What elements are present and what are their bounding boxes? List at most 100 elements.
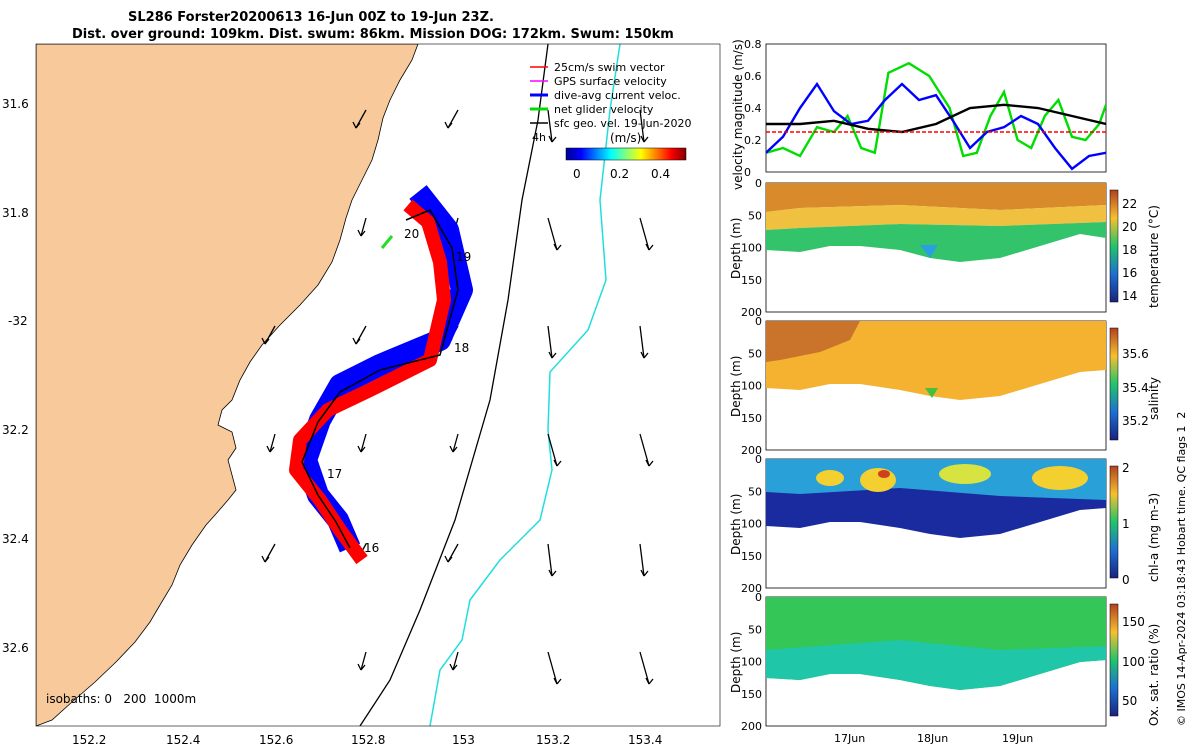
- velocity-arrow: [547, 433, 558, 467]
- date-tick: 17Jun: [834, 732, 865, 745]
- y-tick: 32.4: [2, 532, 29, 546]
- colorbar-tick: 0: [573, 167, 581, 181]
- chla-panel: [765, 458, 1107, 589]
- chla-bloom: [939, 464, 991, 484]
- x-tick: 152.8: [351, 733, 385, 747]
- velocity-arrowhead: [645, 243, 654, 251]
- colorbar-tick: 14: [1122, 289, 1137, 303]
- y-tick: 32.2: [2, 423, 29, 437]
- day-label: 17: [327, 467, 342, 481]
- colorbar-tick: 1: [1122, 517, 1130, 531]
- depth-axis-label: Depth (m): [729, 494, 743, 555]
- map-legend: 25cm/s swim vector GPS surface velocity …: [530, 61, 691, 181]
- day-label: 16: [364, 541, 379, 555]
- velocity-panel: 0 0.2 0.4 0.6 0.8 velocity magnitude (m/s): [731, 38, 1107, 190]
- temperature-deep-layer: [766, 222, 1106, 262]
- colorbar-tick: 18: [1122, 243, 1137, 257]
- depth-tick: 100: [741, 518, 762, 531]
- depth-tick: 50: [748, 347, 762, 360]
- speed-colorbar: [565, 147, 687, 161]
- depth-tick: 200: [741, 720, 762, 733]
- temperature-colorbar: [1109, 189, 1119, 303]
- legend-entry: net glider velocity: [554, 103, 654, 116]
- salinity-high-patch: [766, 321, 860, 362]
- chla-label: chl-a (mg m-3): [1147, 493, 1161, 582]
- temperature-cold-core: [920, 245, 938, 258]
- depth-tick: 50: [748, 485, 762, 498]
- depth-tick: 150: [741, 412, 762, 425]
- salinity-colorbar: [1109, 327, 1119, 441]
- oxygen-low-layer: [766, 640, 1106, 690]
- salinity-panel: [765, 320, 1107, 451]
- salinity-field: [766, 321, 1106, 400]
- date-tick: 18Jun: [917, 732, 948, 745]
- date-tick: 19Jun: [1002, 732, 1033, 745]
- velocity-arrowhead: [357, 663, 366, 671]
- velocity-series-line: [766, 81, 1106, 171]
- depth-tick: 100: [741, 242, 762, 255]
- velocity-arrowhead: [444, 555, 453, 563]
- velocity-y-tick: 0.2: [744, 134, 762, 147]
- colorbar-tick: 16: [1122, 266, 1137, 280]
- velocity-arrowhead: [449, 445, 458, 453]
- y-tick: 31.6: [2, 97, 29, 111]
- y-tick: 31.8: [2, 206, 29, 220]
- colorbar-tick: 35.6: [1122, 347, 1149, 361]
- depth-tick: 150: [741, 688, 762, 701]
- velocity-arrow: [639, 325, 645, 359]
- velocity-arrow: [360, 433, 367, 453]
- glider-path-black: [301, 209, 459, 549]
- velocity-arrowhead: [548, 351, 557, 359]
- x-tick: 153.2: [536, 733, 570, 747]
- swim-vectors-red: [289, 199, 451, 565]
- chla-peak: [878, 470, 890, 478]
- velocity-arrow: [547, 109, 553, 143]
- velocity-arrowhead: [645, 677, 654, 685]
- velocity-arrowhead: [553, 677, 562, 685]
- velocity-arrow: [639, 217, 650, 251]
- velocity-axes: [765, 43, 1107, 173]
- x-tick: 152.6: [259, 733, 293, 747]
- velocity-arrowhead: [645, 459, 654, 467]
- map-x-axis: 152.2 152.4 152.6 152.8 153 153.2 153.4: [72, 733, 662, 747]
- salinity-label: salinity: [1147, 377, 1161, 420]
- salinity-low-patch: [925, 388, 938, 398]
- map-panel: [36, 44, 654, 726]
- plot-title: SL286 Forster20200613 16-Jun 00Z to 19-J…: [128, 10, 494, 25]
- velocity-arrowhead: [261, 555, 270, 563]
- velocity-arrow: [639, 433, 650, 467]
- depth-axis-label: Depth (m): [729, 632, 743, 693]
- day-label: 19: [456, 250, 471, 264]
- colorbar-tick: 35.4: [1122, 381, 1149, 395]
- legend-entry: dive-avg current veloc.: [554, 89, 681, 102]
- chla-bloom: [816, 470, 844, 486]
- chla-bloom: [1032, 466, 1088, 490]
- isobath-1000m: [359, 44, 549, 726]
- net-velocity-green: [380, 235, 394, 249]
- day-label: 18: [454, 341, 469, 355]
- land-area: [36, 44, 419, 726]
- legend-entry: GPS surface velocity: [554, 75, 667, 88]
- colorbar-tick: 100: [1122, 655, 1145, 669]
- depth-tick: 150: [741, 550, 762, 563]
- velocity-y-tick: 0.4: [744, 102, 762, 115]
- depth-tick: 0: [755, 315, 762, 328]
- x-tick: 153: [452, 733, 475, 747]
- x-tick: 152.4: [166, 733, 200, 747]
- velocity-arrow: [452, 433, 459, 453]
- chla-colorbar: [1109, 465, 1119, 579]
- day-label: 20: [404, 227, 419, 241]
- map-frame: [35, 43, 721, 727]
- velocity-arrowhead: [553, 459, 562, 467]
- depth-tick: 0: [755, 453, 762, 466]
- velocity-arrowhead: [640, 351, 649, 359]
- velocity-y-tick: 0: [744, 166, 751, 179]
- temperature-surface-layer: [766, 183, 1106, 212]
- velocity-arrowhead: [640, 135, 649, 143]
- temperature-mid-layer: [766, 205, 1106, 230]
- velocity-arrow: [360, 651, 367, 671]
- velocity-arrow: [547, 543, 553, 577]
- depth-tick: 200: [741, 582, 762, 595]
- chla-surface: [766, 459, 1106, 500]
